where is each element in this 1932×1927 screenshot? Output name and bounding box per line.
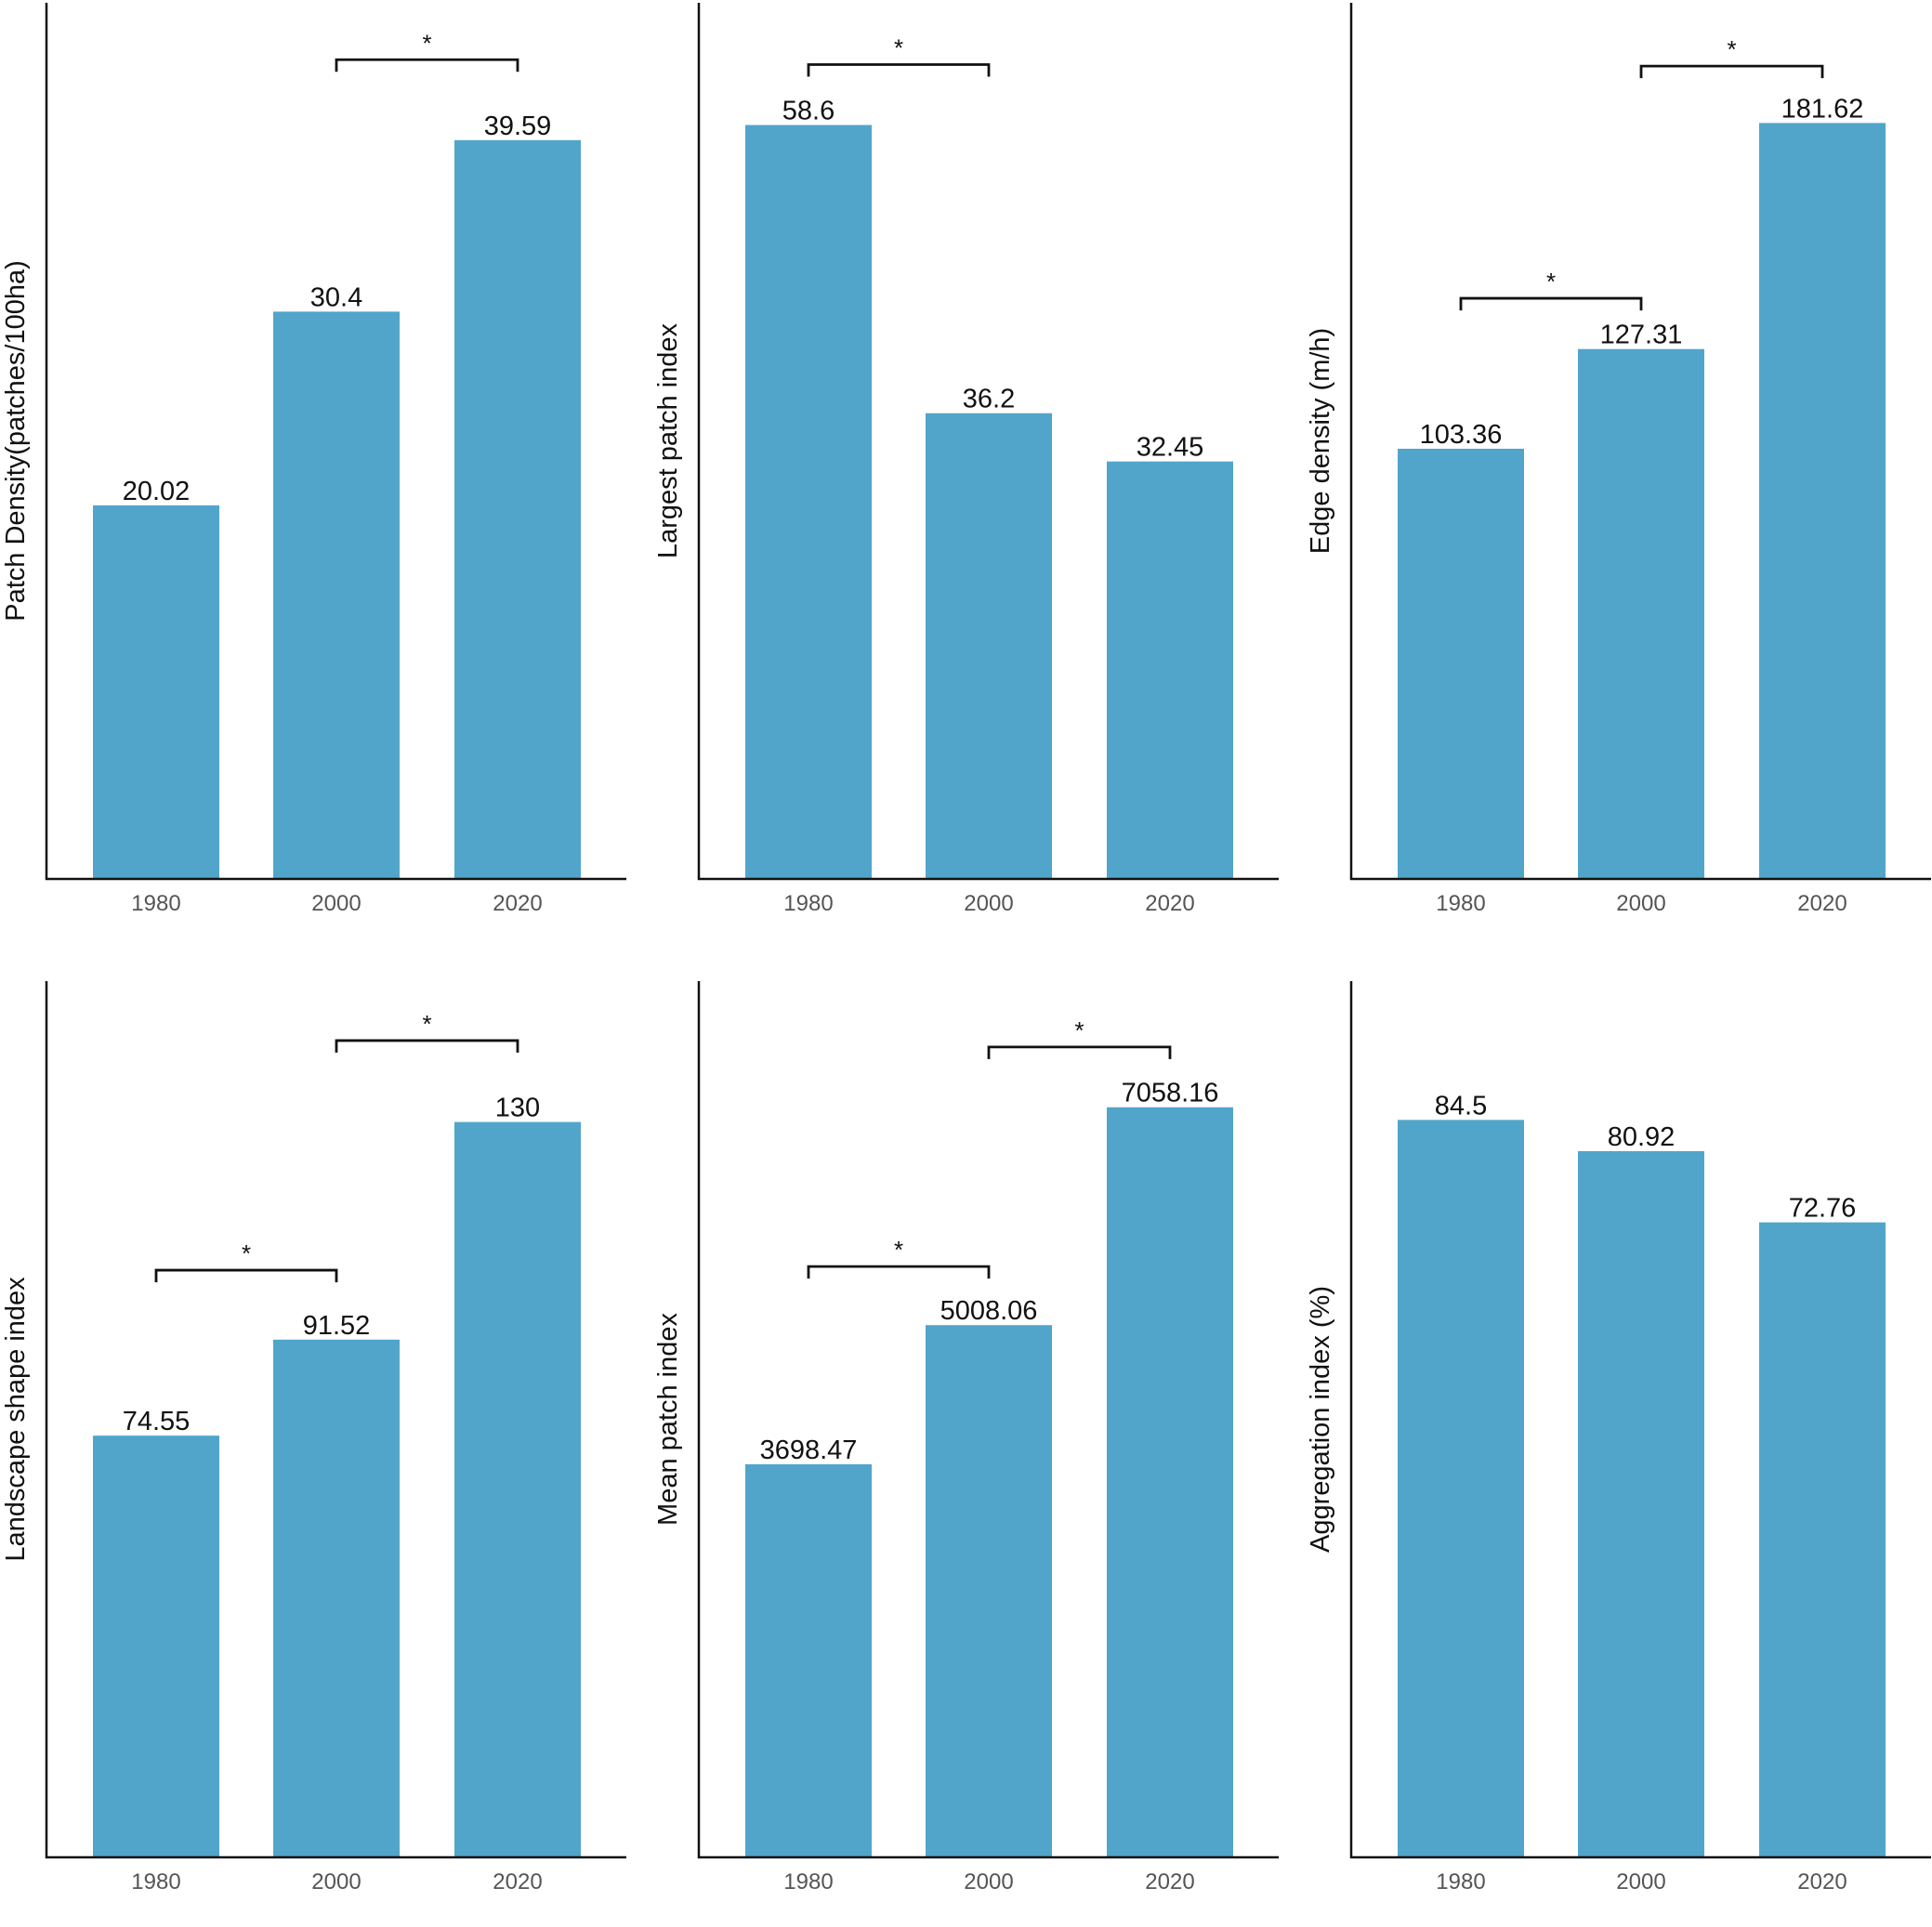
bar-1980 xyxy=(1398,1120,1524,1857)
x-tick-label-2020: 2020 xyxy=(1797,891,1847,916)
axes xyxy=(697,3,1279,881)
axes xyxy=(45,3,626,881)
y-axis-label: Landscape shape index xyxy=(1,1277,31,1562)
panel-edge-density: 103.36 127.31 181.62 1980 2000 2020 Edge densi… xyxy=(1305,0,1932,949)
significance-bracket-1 xyxy=(807,63,991,77)
significance-bracket-1 xyxy=(987,1045,1172,1059)
bar-2000 xyxy=(1578,1150,1704,1857)
panel-aggregation-index: 84.5 80.92 72.76 1980 2000 2020 Aggregation in… xyxy=(1305,978,1932,1927)
x-tick-label-1980: 1980 xyxy=(783,1869,833,1894)
x-tick-label-2000: 2000 xyxy=(964,891,1013,916)
bar-2000 xyxy=(1578,348,1704,879)
bar-2020 xyxy=(1107,461,1233,879)
bar-1980 xyxy=(1398,448,1524,879)
panel-landscape-shape-index: 74.55 91.52 130 1980 2000 2020 Landscape shape… xyxy=(0,978,644,1927)
significance-star-2: * xyxy=(242,1239,251,1267)
bar-1980 xyxy=(93,1435,219,1857)
significance-star-1: * xyxy=(422,29,431,57)
y-axis-label: Edge density (m/h) xyxy=(1306,328,1335,554)
x-tick-label-2000: 2000 xyxy=(1616,1869,1665,1894)
bar-2020 xyxy=(454,1121,581,1857)
bar-2000 xyxy=(926,413,1052,879)
value-label-2020: 32.45 xyxy=(1137,433,1204,463)
significance-star-1: * xyxy=(1074,1016,1084,1044)
chart-mean-patch-index: 3698.47 5008.06 7058.16 1980 2000 2020 Mean pa… xyxy=(653,981,1279,1894)
axes xyxy=(45,981,626,1859)
x-tick-label-1980: 1980 xyxy=(783,891,833,916)
x-tick-label-2020: 2020 xyxy=(1797,1869,1847,1894)
x-tick-label-2020: 2020 xyxy=(493,1869,542,1894)
value-label-1980: 103.36 xyxy=(1420,420,1503,450)
chart-landscape-shape-index: 74.55 91.52 130 1980 2000 2020 Landscape shape… xyxy=(1,981,626,1894)
panel-patch-density: 20.02 30.4 39.59 1980 2000 2020 Patch Density(… xyxy=(0,0,644,949)
value-label-1980: 3698.47 xyxy=(760,1435,858,1465)
significance-bracket-2 xyxy=(807,1265,991,1279)
value-label-1980: 58.6 xyxy=(782,97,835,126)
bar-1980 xyxy=(745,125,872,879)
significance-star-2: * xyxy=(1546,268,1556,295)
significance-star-2: * xyxy=(894,1236,903,1264)
significance-star-1: * xyxy=(894,33,903,61)
value-label-2000: 30.4 xyxy=(310,282,362,312)
x-tick-label-1980: 1980 xyxy=(1436,891,1485,916)
value-label-2020: 72.76 xyxy=(1789,1194,1857,1224)
bar-2020 xyxy=(1107,1107,1233,1857)
y-axis-label: Patch Density(patches/100ha) xyxy=(1,260,31,622)
bar-2020 xyxy=(1759,123,1886,880)
y-axis-label: Mean patch index xyxy=(653,1313,683,1526)
panel-mean-patch-index: 3698.47 5008.06 7058.16 1980 2000 2020 Mean pa… xyxy=(652,978,1296,1927)
x-tick-label-1980: 1980 xyxy=(1436,1869,1485,1894)
value-label-1980: 84.5 xyxy=(1435,1091,1487,1121)
value-label-2000: 5008.06 xyxy=(940,1296,1038,1326)
value-label-2020: 181.62 xyxy=(1781,94,1864,124)
value-label-2000: 127.31 xyxy=(1600,321,1683,350)
significance-bracket-2 xyxy=(154,1268,338,1283)
bar-1980 xyxy=(93,505,219,879)
significance-bracket-1 xyxy=(335,58,519,72)
value-label-1980: 74.55 xyxy=(123,1407,191,1436)
chart-largest-patch-index: 58.6 36.2 32.45 1980 2000 2020 Largest patch i… xyxy=(653,3,1279,916)
significance-bracket-1 xyxy=(335,1039,519,1053)
value-label-1980: 20.02 xyxy=(123,477,191,506)
axes xyxy=(1349,3,1931,881)
x-tick-label-2000: 2000 xyxy=(964,1869,1013,1894)
x-tick-label-1980: 1980 xyxy=(131,1869,180,1894)
significance-star-1: * xyxy=(422,1010,431,1038)
value-label-2020: 39.59 xyxy=(484,111,552,141)
chart-aggregation-index: 84.5 80.92 72.76 1980 2000 2020 Aggregation in… xyxy=(1306,981,1931,1894)
chart-edge-density: 103.36 127.31 181.62 1980 2000 2020 Edge densi… xyxy=(1306,3,1931,916)
bar-2020 xyxy=(1759,1222,1886,1857)
significance-bracket-1 xyxy=(1639,64,1824,79)
x-tick-label-2020: 2020 xyxy=(493,891,542,916)
x-tick-label-2020: 2020 xyxy=(1145,891,1194,916)
axes xyxy=(1349,981,1931,1859)
bar-1980 xyxy=(745,1463,872,1857)
y-axis-label: Aggregation index (%) xyxy=(1306,1286,1335,1553)
bar-2020 xyxy=(454,139,581,880)
panel-largest-patch-index: 58.6 36.2 32.45 1980 2000 2020 Largest patch i… xyxy=(652,0,1296,949)
value-label-2020: 7058.16 xyxy=(1122,1079,1219,1108)
value-label-2000: 36.2 xyxy=(963,385,1015,414)
value-label-2000: 91.52 xyxy=(303,1311,371,1341)
axes xyxy=(697,981,1279,1859)
x-tick-label-2000: 2000 xyxy=(1616,891,1665,916)
y-axis-label: Largest patch index xyxy=(653,322,683,558)
bar-2000 xyxy=(926,1325,1052,1857)
bar-2000 xyxy=(273,311,400,879)
significance-star-1: * xyxy=(1727,35,1736,63)
x-tick-label-2020: 2020 xyxy=(1145,1869,1194,1894)
significance-bracket-2 xyxy=(1459,296,1643,311)
bar-2000 xyxy=(273,1339,400,1857)
value-label-2000: 80.92 xyxy=(1608,1122,1676,1152)
value-label-2020: 130 xyxy=(495,1094,540,1123)
x-tick-label-2000: 2000 xyxy=(311,1869,361,1894)
x-tick-label-2000: 2000 xyxy=(311,891,361,916)
x-tick-label-1980: 1980 xyxy=(131,891,180,916)
chart-patch-density: 20.02 30.4 39.59 1980 2000 2020 Patch Density(… xyxy=(1,3,626,916)
